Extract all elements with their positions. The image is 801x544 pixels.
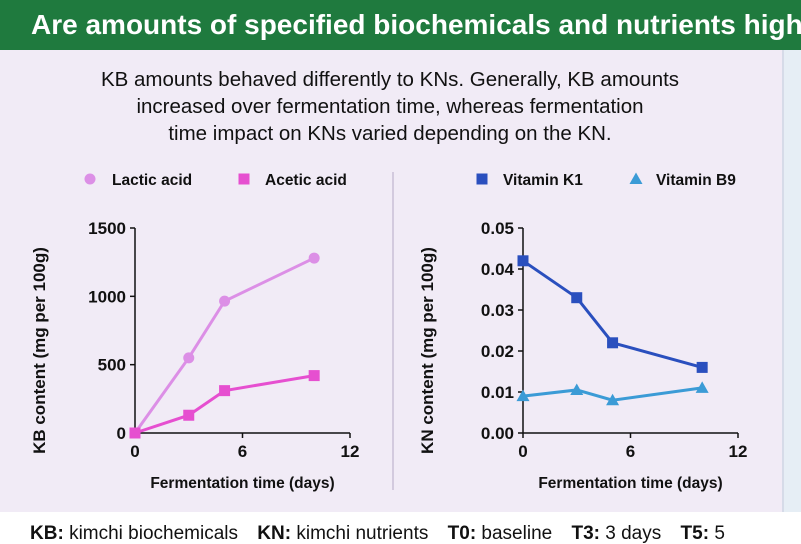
page-title-banner: Are amounts of specified biochemicals an… <box>0 0 801 50</box>
summary-text: KB amounts behaved differently to KNs. G… <box>30 66 750 147</box>
abbreviation-footer: KB: kimchi biochemicals KN: kimchi nutri… <box>0 512 801 544</box>
legend-marker <box>629 172 643 184</box>
y-tick-label: 0.05 <box>481 219 514 238</box>
data-point <box>517 255 529 267</box>
legend-marker <box>476 173 488 185</box>
data-point <box>308 370 320 382</box>
footer-key: T0: <box>447 523 477 544</box>
data-point <box>129 427 141 439</box>
footer-text: 3 days <box>605 523 662 544</box>
data-point <box>570 383 584 395</box>
legend-marker <box>84 173 96 185</box>
x-tick-label: 6 <box>238 442 247 461</box>
footer-text: kimchi nutrients <box>296 523 429 544</box>
footer-text: kimchi biochemicals <box>69 523 239 544</box>
y-tick-label: 1000 <box>88 287 126 306</box>
footer-item: T0: baseline <box>448 523 553 544</box>
kn-content-chart: Vitamin K1 Vitamin B9 0.00 0.01 0.02 0.03 0.04… <box>418 172 747 492</box>
y-axis-label: KB content (mg per 100g) <box>30 247 49 454</box>
series-line <box>522 386 703 402</box>
data-point <box>183 352 195 364</box>
data-point <box>308 252 320 264</box>
y-tick-label: 1500 <box>88 219 126 238</box>
y-tick-label: 0 <box>117 424 126 443</box>
series-line <box>133 256 315 434</box>
legend-label: Vitamin B9 <box>656 172 736 189</box>
x-axis-label: Fermentation time (days) <box>538 475 722 492</box>
page-title: Are amounts of specified biochemicals an… <box>31 9 801 40</box>
y-tick-label: 500 <box>98 356 126 375</box>
legend-label: Acetic acid <box>265 172 347 189</box>
x-tick-label: 0 <box>518 442 527 461</box>
y-tick-label: 0.02 <box>481 342 514 361</box>
x-axis-label: Fermentation time (days) <box>150 475 334 492</box>
footer-text: 5 <box>714 523 725 544</box>
data-point <box>571 292 583 304</box>
y-tick-label: 0.04 <box>481 260 515 279</box>
data-point <box>219 385 231 397</box>
x-tick-label: 12 <box>729 442 748 461</box>
x-tick-label: 0 <box>130 442 139 461</box>
data-point <box>696 361 708 373</box>
y-tick-label: 0.03 <box>481 301 514 320</box>
footer-key: T3: <box>571 523 600 544</box>
legend-label: Lactic acid <box>112 172 192 189</box>
series-line <box>522 259 703 369</box>
adjacent-panel-edge <box>782 50 801 512</box>
data-point <box>516 389 530 402</box>
summary-line: KB amounts behaved differently to KNs. G… <box>100 68 680 91</box>
footer-item: KB: kimchi biochemicals <box>30 523 238 544</box>
footer-text: baseline <box>481 523 553 544</box>
data-point <box>607 337 619 349</box>
footer-item: T5: 5 <box>681 523 725 544</box>
legend-label: Vitamin K1 <box>503 172 583 189</box>
charts-area: Lactic acid Acetic acid 0 500 1000 1500 0 6 12 Fe… <box>30 172 747 492</box>
footer-item: KN: kimchi nutrients <box>257 523 428 544</box>
y-tick-label: 0.01 <box>481 383 514 402</box>
series-line <box>134 374 315 435</box>
y-axis-label: KN content (mg per 100g) <box>418 247 437 454</box>
footer-key: T5: <box>680 523 710 544</box>
y-tick-label: 0.00 <box>481 424 514 443</box>
summary-line: time impact on KNs varied depending on t… <box>168 122 612 145</box>
footer-item: T3: 3 days <box>571 523 661 544</box>
legend-marker <box>238 173 250 185</box>
data-point <box>606 393 620 406</box>
kb-content-chart: Lactic acid Acetic acid 0 500 1000 1500 0 6 12 Fe… <box>30 172 359 492</box>
x-tick-label: 6 <box>626 442 635 461</box>
summary-line: increased over fermentation time, wherea… <box>136 95 644 118</box>
footer-key: KN: <box>257 523 292 544</box>
data-point <box>219 295 231 307</box>
data-point <box>183 409 195 421</box>
data-point <box>695 381 709 393</box>
x-tick-label: 12 <box>341 442 360 461</box>
footer-key: KB: <box>30 523 64 544</box>
